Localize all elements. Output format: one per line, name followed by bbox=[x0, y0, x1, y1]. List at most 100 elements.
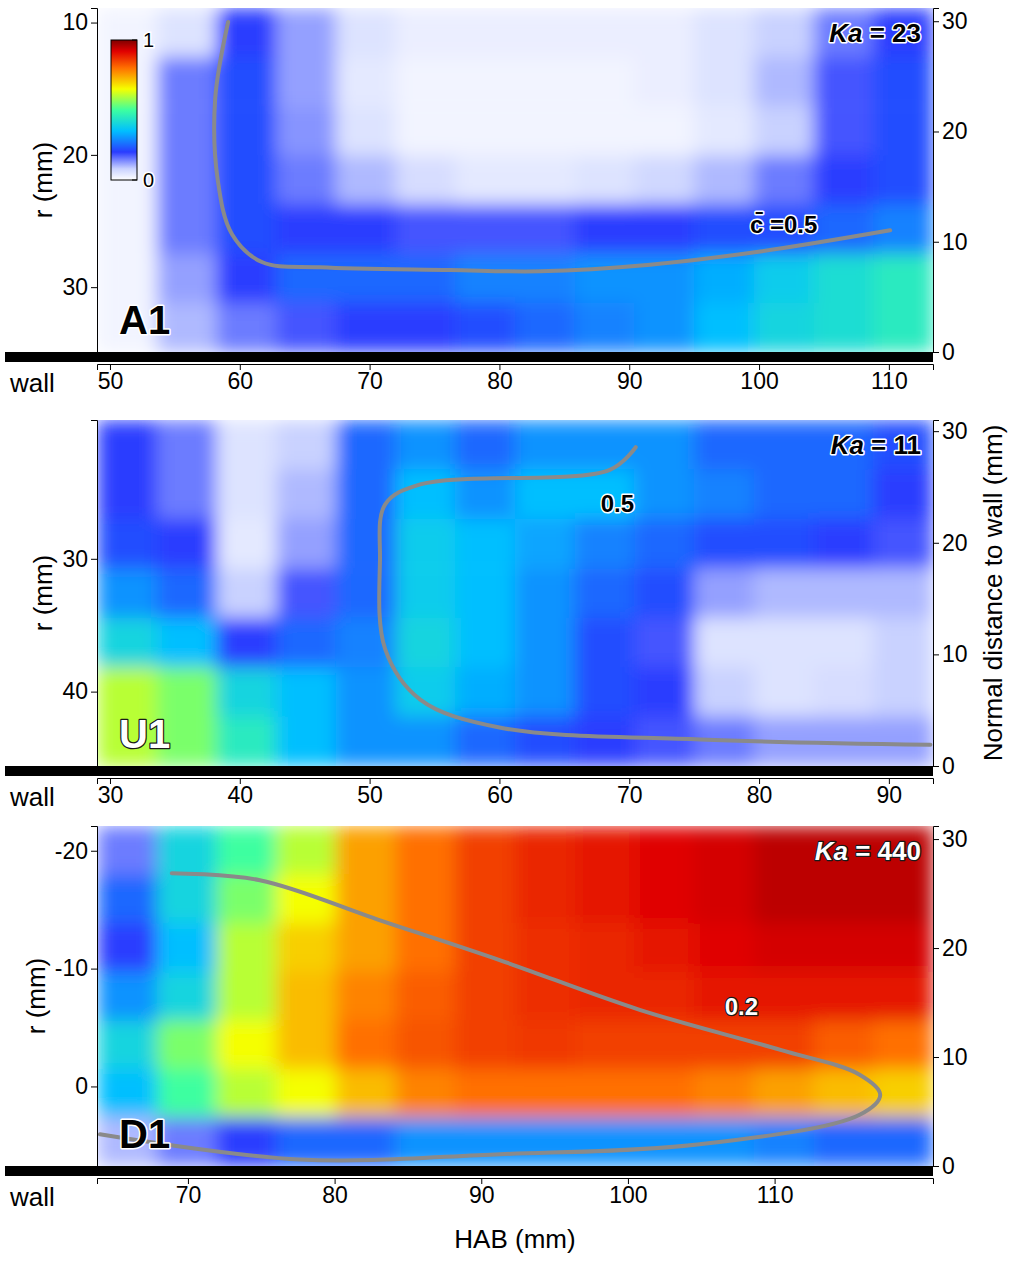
heat-cell bbox=[515, 568, 575, 618]
heat-cell bbox=[336, 972, 396, 1021]
y2-tick-label: 30 bbox=[942, 418, 968, 444]
heat-cell bbox=[216, 106, 276, 156]
x-tick: 70 bbox=[617, 778, 643, 808]
x-tick-label: 90 bbox=[469, 1182, 495, 1208]
y-tick: -20 bbox=[55, 838, 97, 864]
heat-cell bbox=[694, 8, 754, 58]
x-axis: 5060708090100110 bbox=[98, 364, 934, 394]
heat-cell bbox=[515, 1020, 575, 1069]
figure: 50607080901001101020300102030r (mm)wallc… bbox=[0, 0, 1021, 1268]
y2-tick: 0 bbox=[933, 1153, 955, 1179]
y2-tick: 10 bbox=[933, 1044, 968, 1070]
heat-cell bbox=[754, 1069, 814, 1118]
x-tick: 40 bbox=[227, 778, 253, 808]
heat-cell bbox=[276, 420, 336, 470]
heat-cell bbox=[634, 1020, 694, 1069]
heat-cell bbox=[754, 420, 814, 470]
heat-cell bbox=[575, 618, 635, 668]
heat-cell bbox=[754, 519, 814, 569]
heat-cell bbox=[515, 618, 575, 668]
heat-cell bbox=[634, 106, 694, 156]
y2-tick-mark bbox=[933, 654, 939, 655]
heat-cell bbox=[814, 519, 874, 569]
annotation: Ka = 440 bbox=[815, 836, 921, 866]
y2-tick-mark bbox=[933, 1057, 939, 1058]
x-tick-label: 70 bbox=[357, 368, 383, 394]
heat-cell bbox=[754, 972, 814, 1021]
y-tick-label: 20 bbox=[62, 142, 88, 168]
y-tick-mark bbox=[91, 23, 97, 24]
y2-tick: 20 bbox=[933, 935, 968, 961]
y-tick: 30 bbox=[62, 274, 97, 300]
heat-cell bbox=[157, 923, 217, 972]
y-tick-mark bbox=[91, 851, 97, 852]
heat-cell bbox=[455, 1117, 515, 1166]
x-tick-label: 50 bbox=[98, 368, 124, 394]
heat-cell bbox=[754, 303, 814, 352]
y2-tick-mark bbox=[933, 21, 939, 22]
x-tick: 70 bbox=[176, 1178, 202, 1208]
heat-cell bbox=[515, 826, 575, 875]
heat-cell bbox=[515, 8, 575, 58]
x-tick-label: 110 bbox=[871, 368, 908, 394]
y-axis-line bbox=[91, 421, 98, 767]
heat-cell bbox=[276, 254, 336, 304]
heat-cell bbox=[873, 1069, 933, 1118]
y-tick-label: 30 bbox=[62, 274, 88, 300]
heat-cell bbox=[754, 618, 814, 668]
heat-cell bbox=[515, 1117, 575, 1166]
y2-tick-mark bbox=[933, 543, 939, 544]
heat-cell bbox=[873, 972, 933, 1021]
heat-cell bbox=[634, 667, 694, 717]
x-tick-label: 90 bbox=[877, 782, 903, 808]
heat-cell bbox=[515, 155, 575, 205]
heat-cell bbox=[396, 875, 456, 924]
heat-cell bbox=[157, 1020, 217, 1069]
y-tick-mark bbox=[91, 287, 97, 288]
y2-tick-mark bbox=[933, 948, 939, 949]
y2-tick-mark bbox=[933, 1166, 939, 1167]
heat-cell bbox=[754, 667, 814, 717]
heat-cell bbox=[216, 303, 276, 352]
heat-cell bbox=[814, 106, 874, 156]
heat-cell bbox=[694, 205, 754, 255]
y2-tick: 30 bbox=[933, 8, 968, 34]
heat-cell bbox=[814, 469, 874, 519]
heat-cell bbox=[515, 972, 575, 1021]
heat-cell bbox=[336, 57, 396, 107]
y2-tick: 20 bbox=[933, 118, 968, 144]
y2-tick-label: 10 bbox=[942, 641, 968, 667]
heat-cell bbox=[694, 155, 754, 205]
heat-cell bbox=[455, 254, 515, 304]
colorbar-tick bbox=[132, 180, 137, 181]
heat-cell bbox=[814, 254, 874, 304]
heat-cell bbox=[336, 519, 396, 569]
heat-cell bbox=[814, 303, 874, 352]
heat-cell bbox=[515, 717, 575, 766]
x-tick-label: 80 bbox=[322, 1182, 348, 1208]
x-tick-label: 30 bbox=[98, 782, 124, 808]
heat-cell bbox=[873, 155, 933, 205]
tspan: = 11 bbox=[864, 430, 921, 460]
heat-cell bbox=[873, 469, 933, 519]
plot-background bbox=[97, 8, 933, 352]
heat-cell bbox=[575, 8, 635, 58]
x-tick: 90 bbox=[877, 778, 903, 808]
heat-cell bbox=[276, 57, 336, 107]
heat-cell bbox=[276, 8, 336, 58]
heat-cell bbox=[873, 1117, 933, 1166]
y-tick-mark bbox=[91, 1086, 97, 1087]
y-tick-label: 40 bbox=[62, 678, 88, 704]
heat-cell bbox=[216, 519, 276, 569]
heat-cell bbox=[814, 667, 874, 717]
heat-cell bbox=[634, 8, 694, 58]
heat-cell bbox=[873, 568, 933, 618]
x-tick-label: 60 bbox=[227, 368, 253, 394]
x-tick-label: 80 bbox=[747, 782, 773, 808]
y2-tick: 10 bbox=[933, 641, 968, 667]
y2-tick-label: 30 bbox=[942, 826, 968, 852]
heat-cell bbox=[396, 254, 456, 304]
y2-tick: 0 bbox=[933, 339, 955, 365]
x-tick: 60 bbox=[487, 778, 513, 808]
heat-cell bbox=[575, 106, 635, 156]
